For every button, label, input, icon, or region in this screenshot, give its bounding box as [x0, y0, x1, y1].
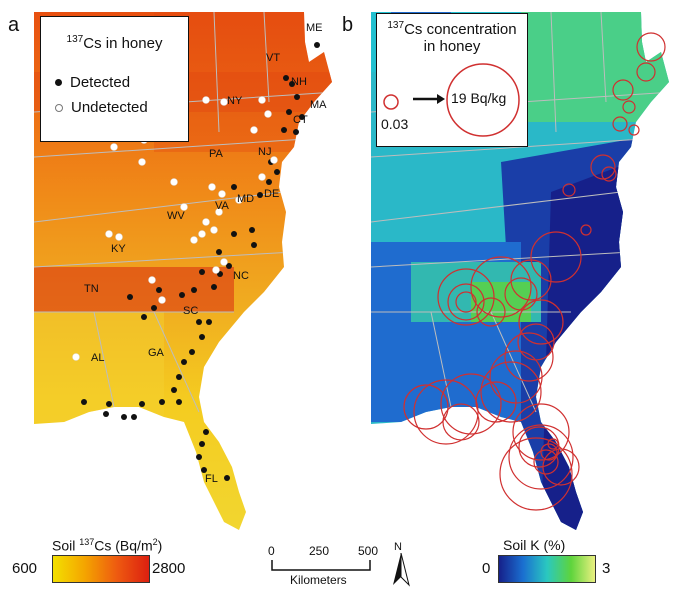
panel-b-label: b — [342, 14, 354, 36]
undetected-dot-icon — [55, 103, 63, 112]
max-concentration-label: 19 Bq/kg — [451, 90, 507, 106]
north-arrow-icon — [393, 553, 410, 587]
soil-k-colorbar — [498, 555, 596, 583]
min-concentration-label: 0.03 — [381, 116, 409, 132]
state-label-ma: MA — [310, 99, 327, 111]
scale-tick-250: 250 — [309, 544, 330, 558]
panel-a-label: a — [8, 14, 20, 36]
soil-cs-max: 2800 — [152, 560, 186, 577]
scale-tick-0: 0 — [268, 544, 275, 558]
state-label-ga: GA — [148, 347, 164, 359]
state-label-me: ME — [306, 22, 323, 34]
soil-k-colorbar-title: Soil K (%) — [503, 537, 566, 553]
soil-cs-min: 600 — [12, 560, 38, 577]
state-label-nc: NC — [233, 270, 249, 282]
detected-dot-icon — [55, 79, 62, 86]
honey-detection-points — [72, 42, 320, 481]
legend-detected: Detected — [55, 74, 130, 91]
concentration-size-legend — [383, 63, 520, 137]
honey-detection-legend: 137Cs in honey Detected Undetected — [40, 16, 189, 142]
legend-title: 137Cs in honey — [66, 34, 163, 52]
state-label-nh: NH — [291, 76, 307, 88]
state-label-tn: TN — [84, 283, 99, 295]
state-label-sc: SC — [183, 305, 199, 317]
soil-k-max: 3 — [602, 560, 611, 577]
state-label-ct: CT — [293, 114, 308, 126]
state-label-fl: FL — [205, 473, 218, 485]
scale-unit: Kilometers — [290, 573, 347, 587]
state-label-vt: VT — [266, 52, 281, 64]
soil-k-min: 0 — [482, 560, 491, 577]
scale-bar — [271, 560, 371, 571]
state-label-ky: KY — [111, 243, 126, 255]
state-label-va: VA — [215, 200, 229, 212]
state-label-md: MD — [237, 193, 255, 205]
state-label-al: AL — [91, 352, 105, 364]
soil-cs-colorbar — [52, 555, 150, 583]
min-size-circle — [383, 94, 399, 110]
state-label-pa: PA — [209, 148, 223, 160]
concentration-legend-title: 137Cs concentration in honey — [387, 20, 517, 55]
state-label-ny: NY — [227, 95, 243, 107]
max-size-circle — [446, 63, 520, 137]
state-label-nj: NJ — [258, 146, 272, 158]
north-label: N — [394, 541, 402, 553]
concentration-legend: 137Cs concentration in honey 0.03 19 Bq/… — [376, 13, 528, 147]
scale-tick-500: 500 — [358, 544, 379, 558]
state-label-de: DE — [264, 188, 280, 200]
legend-undetected: Undetected — [55, 99, 148, 116]
soil-cs-colorbar-title: Soil 137Cs (Bq/m2) — [52, 537, 163, 554]
state-label-wv: WV — [167, 210, 185, 222]
